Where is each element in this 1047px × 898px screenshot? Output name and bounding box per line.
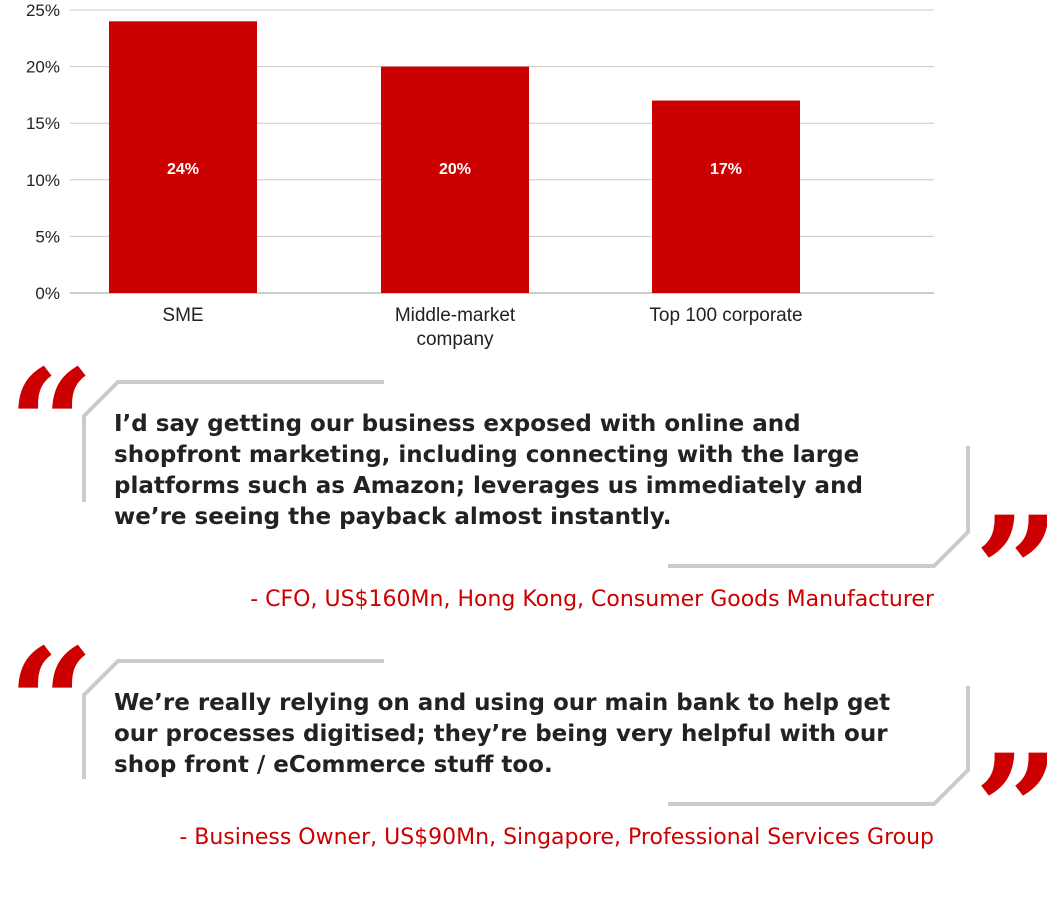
y-tick-label: 0% xyxy=(35,284,60,303)
bar-chart: 0% 5% 10% 15% 20% 25% 24% SME 20% Middle-market co… xyxy=(26,1,934,350)
x-category-label: Top 100 corporate xyxy=(649,305,802,326)
y-tick-label: 20% xyxy=(26,58,60,77)
x-category-label: Middle-market xyxy=(395,305,516,326)
bar-data-label: 20% xyxy=(439,161,471,178)
close-quote-icon: ” xyxy=(974,735,1047,885)
bar-data-label: 24% xyxy=(167,161,199,178)
x-category-label: SME xyxy=(162,305,203,326)
close-quote-icon: ” xyxy=(974,497,1047,647)
quote-text-1: I’d say getting our business exposed wit… xyxy=(114,411,863,530)
y-tick-label: 15% xyxy=(26,114,60,133)
y-tick-label: 25% xyxy=(26,1,60,20)
bar xyxy=(381,66,529,293)
open-quote-icon: “ xyxy=(8,337,95,513)
bar xyxy=(652,100,800,293)
quote-text-2: We’re really relying on and using our ma… xyxy=(114,690,891,778)
y-tick-label: 10% xyxy=(26,171,60,190)
quote-attribution-1: - CFO, US$160Mn, Hong Kong, Consumer Goo… xyxy=(250,587,934,612)
quote-attribution-2: - Business Owner, US$90Mn, Singapore, Pr… xyxy=(179,825,934,850)
y-tick-label: 5% xyxy=(35,227,60,246)
open-quote-icon: “ xyxy=(8,616,95,792)
bar xyxy=(109,21,257,293)
bar-data-label: 17% xyxy=(710,161,742,178)
x-category-label: company xyxy=(416,329,494,350)
